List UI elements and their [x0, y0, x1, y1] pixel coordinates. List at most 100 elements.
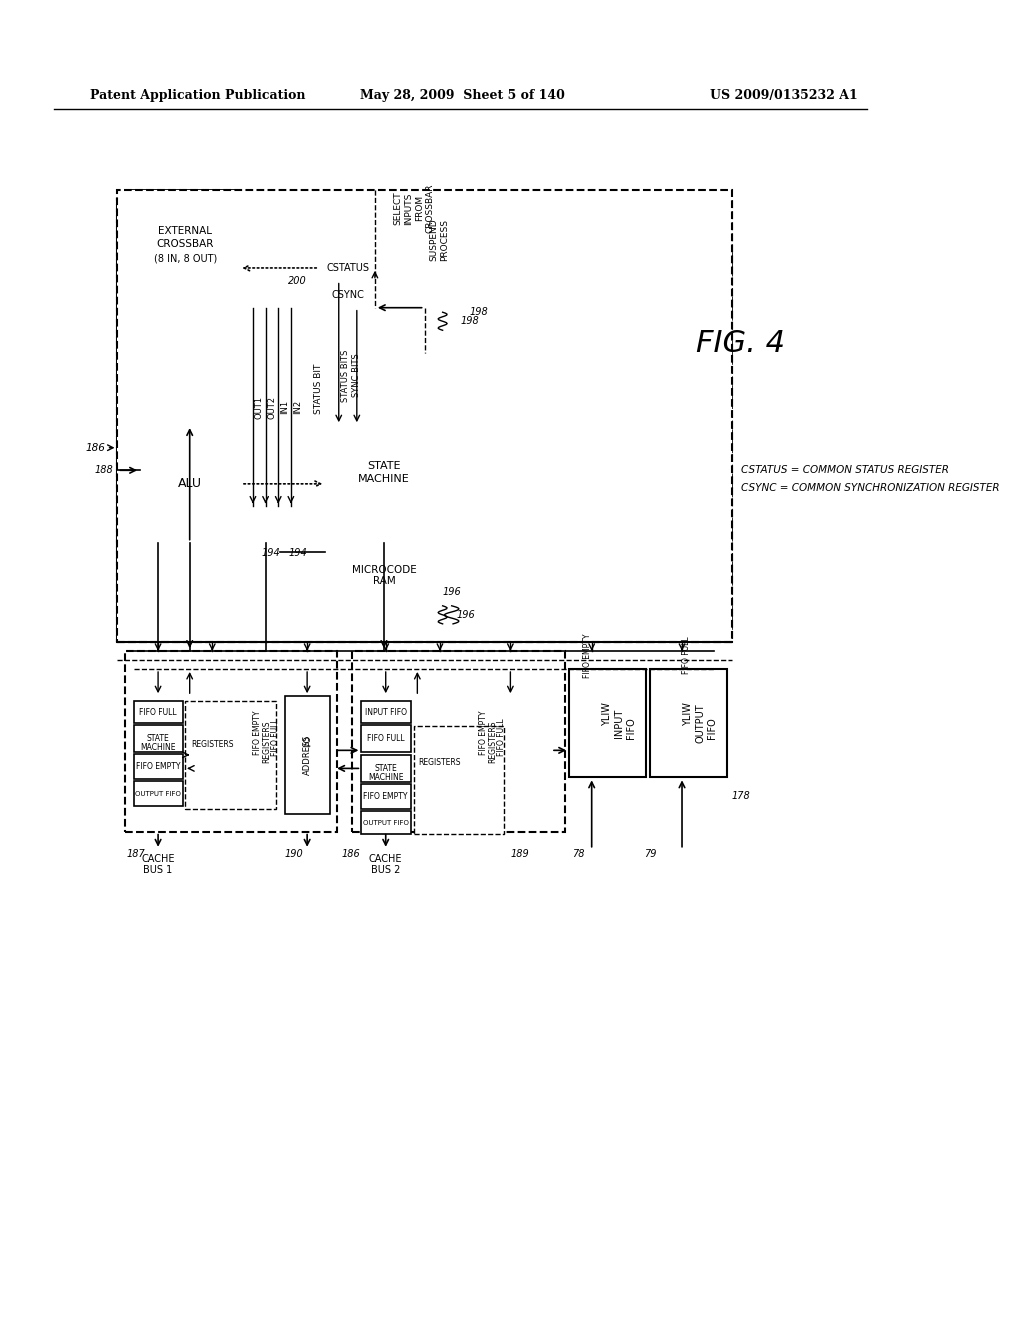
Text: 196: 196: [442, 587, 462, 597]
Text: FIFO EMPTY: FIFO EMPTY: [479, 710, 487, 755]
Text: 200: 200: [289, 276, 307, 285]
Text: FIFO FULL: FIFO FULL: [497, 718, 506, 755]
Text: 189: 189: [510, 849, 529, 859]
Text: CROSSBAR: CROSSBAR: [426, 183, 434, 234]
Text: CACHE: CACHE: [369, 854, 402, 863]
Text: SUSPEND: SUSPEND: [429, 219, 438, 261]
FancyBboxPatch shape: [134, 781, 183, 807]
Text: I/O: I/O: [303, 735, 311, 747]
Text: CROSSBAR: CROSSBAR: [157, 239, 214, 249]
Text: FIFO: FIFO: [707, 717, 717, 739]
FancyBboxPatch shape: [285, 696, 330, 813]
Text: YLIW: YLIW: [602, 702, 612, 726]
FancyBboxPatch shape: [326, 544, 442, 597]
Text: FIFO EMPTY: FIFO EMPTY: [364, 792, 408, 801]
Text: 178: 178: [732, 791, 751, 800]
Text: BUS 2: BUS 2: [371, 865, 400, 875]
Text: FIFO FULL: FIFO FULL: [682, 636, 691, 675]
Text: FROM: FROM: [415, 195, 424, 222]
Text: 79: 79: [644, 849, 656, 859]
Text: BUS 1: BUS 1: [143, 865, 173, 875]
Text: INPUT: INPUT: [613, 709, 624, 738]
Text: FIFO: FIFO: [626, 717, 636, 739]
Text: REGISTERS: REGISTERS: [487, 719, 497, 763]
FancyBboxPatch shape: [131, 190, 240, 308]
FancyBboxPatch shape: [352, 651, 564, 832]
Text: Patent Application Publication: Patent Application Publication: [90, 88, 306, 102]
FancyBboxPatch shape: [118, 199, 732, 642]
FancyBboxPatch shape: [414, 726, 504, 834]
FancyBboxPatch shape: [361, 784, 411, 809]
Text: FIFO FULL: FIFO FULL: [139, 708, 177, 717]
FancyBboxPatch shape: [125, 651, 337, 832]
Text: STATE: STATE: [146, 734, 169, 743]
Text: RAM: RAM: [373, 576, 395, 586]
Text: SYNC BITS: SYNC BITS: [352, 354, 361, 397]
Text: FIFO EMPTY: FIFO EMPTY: [136, 762, 180, 771]
Text: CSTATUS = COMMON STATUS REGISTER: CSTATUS = COMMON STATUS REGISTER: [740, 465, 948, 475]
Text: CSTATUS: CSTATUS: [327, 263, 370, 273]
Text: 190: 190: [285, 849, 303, 859]
Text: MACHINE: MACHINE: [368, 774, 403, 781]
FancyBboxPatch shape: [361, 725, 411, 752]
Text: MACHINE: MACHINE: [140, 743, 176, 752]
Text: STATE: STATE: [368, 461, 400, 471]
Text: IN2: IN2: [293, 400, 302, 414]
Text: FIFO EMPTY: FIFO EMPTY: [253, 710, 262, 755]
Text: CSYNC = COMMON SYNCHRONIZATION REGISTER: CSYNC = COMMON SYNCHRONIZATION REGISTER: [740, 483, 999, 494]
Text: 188: 188: [94, 465, 113, 475]
Text: YLIW: YLIW: [683, 702, 693, 726]
Text: FIFO FULL: FIFO FULL: [271, 718, 280, 755]
FancyBboxPatch shape: [118, 253, 732, 642]
FancyBboxPatch shape: [134, 725, 183, 752]
FancyBboxPatch shape: [118, 190, 732, 642]
Text: STATUS BITS: STATUS BITS: [341, 350, 349, 401]
FancyBboxPatch shape: [134, 754, 183, 779]
Text: 187: 187: [127, 849, 145, 859]
Text: ALU: ALU: [178, 478, 202, 490]
FancyBboxPatch shape: [361, 810, 411, 834]
Text: REGISTERS: REGISTERS: [419, 758, 461, 767]
Text: 78: 78: [571, 849, 585, 859]
FancyBboxPatch shape: [134, 701, 183, 723]
FancyBboxPatch shape: [321, 255, 375, 281]
Text: MICROCODE: MICROCODE: [351, 565, 417, 574]
Text: ADDRESS: ADDRESS: [303, 735, 311, 775]
Text: 198: 198: [470, 308, 488, 317]
Text: REGISTERS: REGISTERS: [262, 719, 271, 763]
Text: SELECT: SELECT: [393, 191, 402, 226]
Text: (8 IN, 8 OUT): (8 IN, 8 OUT): [154, 253, 217, 263]
Text: STATUS BIT: STATUS BIT: [314, 364, 324, 414]
Text: 186: 186: [86, 442, 105, 453]
Text: 198: 198: [461, 317, 479, 326]
FancyBboxPatch shape: [189, 718, 234, 768]
FancyBboxPatch shape: [140, 425, 240, 543]
Text: PROCESS: PROCESS: [440, 219, 449, 261]
Text: OUTPUT: OUTPUT: [695, 704, 706, 743]
Text: 194: 194: [289, 548, 307, 558]
Text: IN1: IN1: [280, 400, 289, 414]
Text: REGISTERS: REGISTERS: [191, 739, 233, 748]
Text: OUTPUT FIFO: OUTPUT FIFO: [135, 791, 181, 797]
Text: EXTERNAL: EXTERNAL: [158, 226, 212, 236]
Text: FIG. 4: FIG. 4: [696, 329, 785, 358]
FancyBboxPatch shape: [569, 669, 646, 777]
Text: STATE: STATE: [375, 764, 397, 774]
Text: 194: 194: [261, 548, 280, 558]
Text: FIFO EMPTY: FIFO EMPTY: [583, 634, 592, 677]
Text: CSYNC: CSYNC: [332, 290, 365, 300]
Text: INPUTS: INPUTS: [403, 193, 413, 224]
Text: INPUT FIFO: INPUT FIFO: [365, 708, 407, 717]
FancyBboxPatch shape: [321, 282, 375, 308]
Text: 196: 196: [456, 610, 475, 620]
FancyBboxPatch shape: [185, 701, 275, 809]
FancyBboxPatch shape: [418, 737, 463, 787]
FancyBboxPatch shape: [361, 755, 411, 781]
Text: MACHINE: MACHINE: [358, 474, 410, 484]
Text: OUT1: OUT1: [255, 396, 264, 418]
Text: OUTPUT FIFO: OUTPUT FIFO: [362, 820, 409, 825]
FancyBboxPatch shape: [361, 701, 411, 723]
Text: US 2009/0135232 A1: US 2009/0135232 A1: [711, 88, 858, 102]
Text: CACHE: CACHE: [141, 854, 175, 863]
FancyBboxPatch shape: [650, 669, 727, 777]
